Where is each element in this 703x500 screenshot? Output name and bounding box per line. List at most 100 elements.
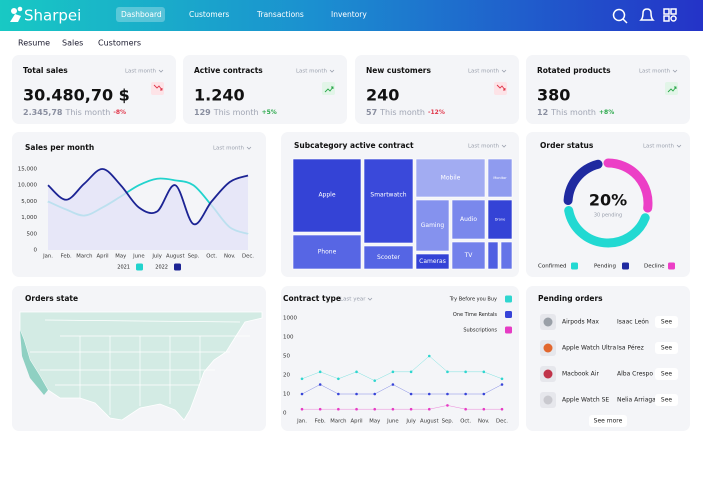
treemap-label: Smartwatch (370, 192, 406, 199)
see-label[interactable]: See (661, 371, 673, 378)
point (482, 392, 486, 396)
tab[interactable]: Resume (18, 39, 50, 48)
y-tick-label: 15,000 (18, 167, 38, 173)
treemap-label: Cameras (419, 258, 446, 265)
card (183, 55, 347, 124)
see-label[interactable]: See (661, 319, 673, 326)
x-tick-label: May (115, 254, 126, 260)
see-button[interactable] (655, 368, 678, 380)
sub-value: 12 (537, 108, 548, 117)
x-tick-label: June (132, 254, 145, 260)
legend-swatch (174, 263, 181, 271)
point (427, 354, 431, 358)
customer: Alba Crespo (617, 371, 653, 378)
point (355, 370, 358, 374)
y-tick-label: 10,000 (18, 183, 38, 189)
nav-item[interactable]: Customers (189, 10, 229, 19)
tab[interactable]: Sales (62, 39, 83, 48)
sub-value: 2.345,78 (23, 108, 63, 117)
see-button[interactable] (655, 394, 678, 406)
legend-label: Try Before you Buy (449, 297, 497, 303)
see-button[interactable] (655, 342, 678, 354)
series-line (47, 168, 249, 226)
point (427, 407, 431, 411)
point (409, 392, 413, 396)
card (526, 132, 690, 277)
treemap-cell[interactable] (487, 199, 513, 240)
point (500, 377, 504, 381)
nav-active (116, 7, 165, 22)
nav-item[interactable]: Inventory (331, 10, 367, 19)
sub-value: 57 (366, 108, 377, 117)
kpi-sub: 12 This month +8% (537, 108, 614, 117)
see-button[interactable] (655, 316, 678, 328)
treemap-cell[interactable] (500, 241, 513, 270)
x-tick-label: Oct. (460, 419, 471, 425)
treemap-cell[interactable] (292, 158, 362, 233)
brand[interactable]: Sharpei (24, 7, 81, 25)
card-title: Pending orders (538, 294, 603, 303)
period-select[interactable]: Last month (296, 69, 328, 75)
y-tick-label: 10 (283, 392, 290, 398)
logo (10, 6, 23, 22)
legend-swatch (668, 262, 675, 270)
see-more-button[interactable] (589, 415, 627, 427)
treemap-cell[interactable] (451, 241, 486, 270)
treemap-cell[interactable] (415, 199, 450, 252)
chevron (246, 146, 252, 150)
bell-icon[interactable] (639, 8, 655, 21)
nav-item[interactable]: Dashboard (121, 10, 162, 19)
chart-title: Order status (540, 141, 594, 150)
y-tick-label: 50 (283, 354, 290, 360)
apps-icon[interactable] (663, 8, 670, 15)
period-select[interactable]: Last month (643, 144, 675, 150)
see-label[interactable]: See (661, 397, 673, 404)
period-select[interactable]: Last month (125, 69, 157, 75)
treemap-cell[interactable] (292, 234, 362, 270)
treemap-cell[interactable] (415, 253, 450, 270)
change: +5% (262, 109, 277, 116)
x-tick-label: Dec. (496, 419, 508, 425)
kpi-value: 30.480,70 $ (23, 86, 130, 105)
treemap-cell[interactable] (487, 241, 499, 270)
y-tick-label: 0 (34, 248, 38, 254)
tab[interactable]: Customers (98, 39, 141, 48)
period-select[interactable]: Last year (340, 297, 366, 303)
treemap-label: Gaming (421, 222, 445, 229)
card (355, 55, 519, 124)
card-title: Orders state (25, 294, 78, 303)
period-select[interactable]: Last month (468, 69, 500, 75)
trend-arrow (324, 86, 334, 93)
x-tick-label: June (386, 419, 399, 425)
chevron (501, 69, 507, 73)
treemap-cell[interactable] (363, 158, 414, 244)
chevron (672, 69, 678, 73)
customer: Isa Pérez (617, 345, 644, 352)
legend-swatch (505, 295, 512, 303)
point (318, 370, 322, 374)
point (300, 407, 304, 411)
chevron (158, 69, 164, 73)
treemap-cell[interactable] (487, 158, 513, 198)
product: Apple Watch SE (562, 397, 609, 404)
x-tick-label: Jan. (42, 254, 53, 260)
treemap-cell[interactable] (415, 158, 486, 198)
period-select[interactable]: Last month (213, 146, 245, 152)
treemap-cell[interactable] (363, 245, 414, 270)
legend-label: Decline (644, 264, 665, 270)
period-select[interactable]: Last month (468, 144, 500, 150)
period-select[interactable]: Last month (639, 69, 671, 75)
product: Apple Watch Ultra (562, 345, 616, 352)
see-more[interactable]: See more (594, 418, 623, 425)
x-tick-label: Feb. (61, 254, 72, 260)
point (373, 407, 377, 411)
point (337, 407, 340, 411)
search-icon[interactable] (612, 8, 626, 22)
treemap-cell[interactable] (451, 199, 486, 240)
point (446, 392, 449, 396)
point (409, 370, 413, 374)
nav-item[interactable]: Transactions (256, 10, 304, 19)
series-line (302, 405, 502, 410)
see-label[interactable]: See (661, 345, 673, 352)
